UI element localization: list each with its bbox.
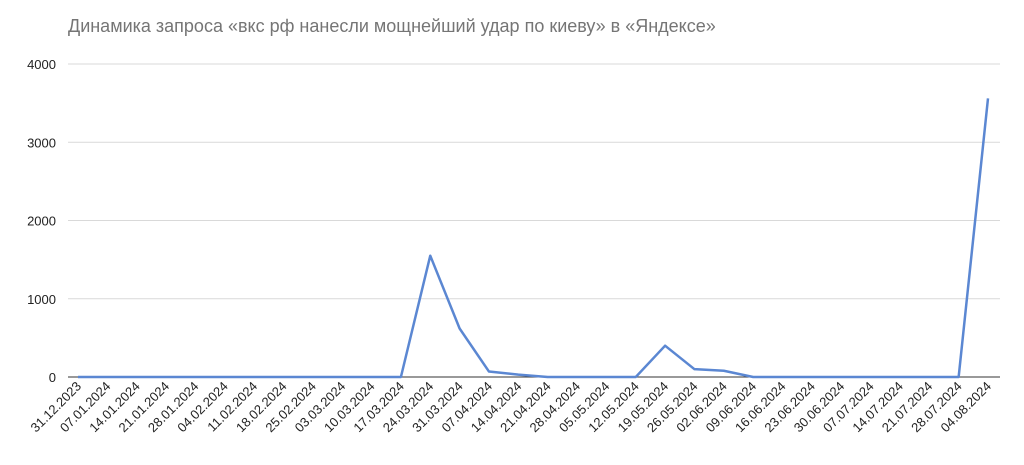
- y-tick-label: 0: [49, 370, 56, 385]
- series-line: [78, 98, 990, 379]
- y-tick-label: 4000: [27, 57, 56, 72]
- y-tick-label: 1000: [27, 292, 56, 307]
- y-tick-label: 3000: [27, 135, 56, 150]
- chart-title: Динамика запроса «вкс рф нанесли мощнейш…: [68, 16, 716, 36]
- y-tick-label: 2000: [27, 214, 56, 229]
